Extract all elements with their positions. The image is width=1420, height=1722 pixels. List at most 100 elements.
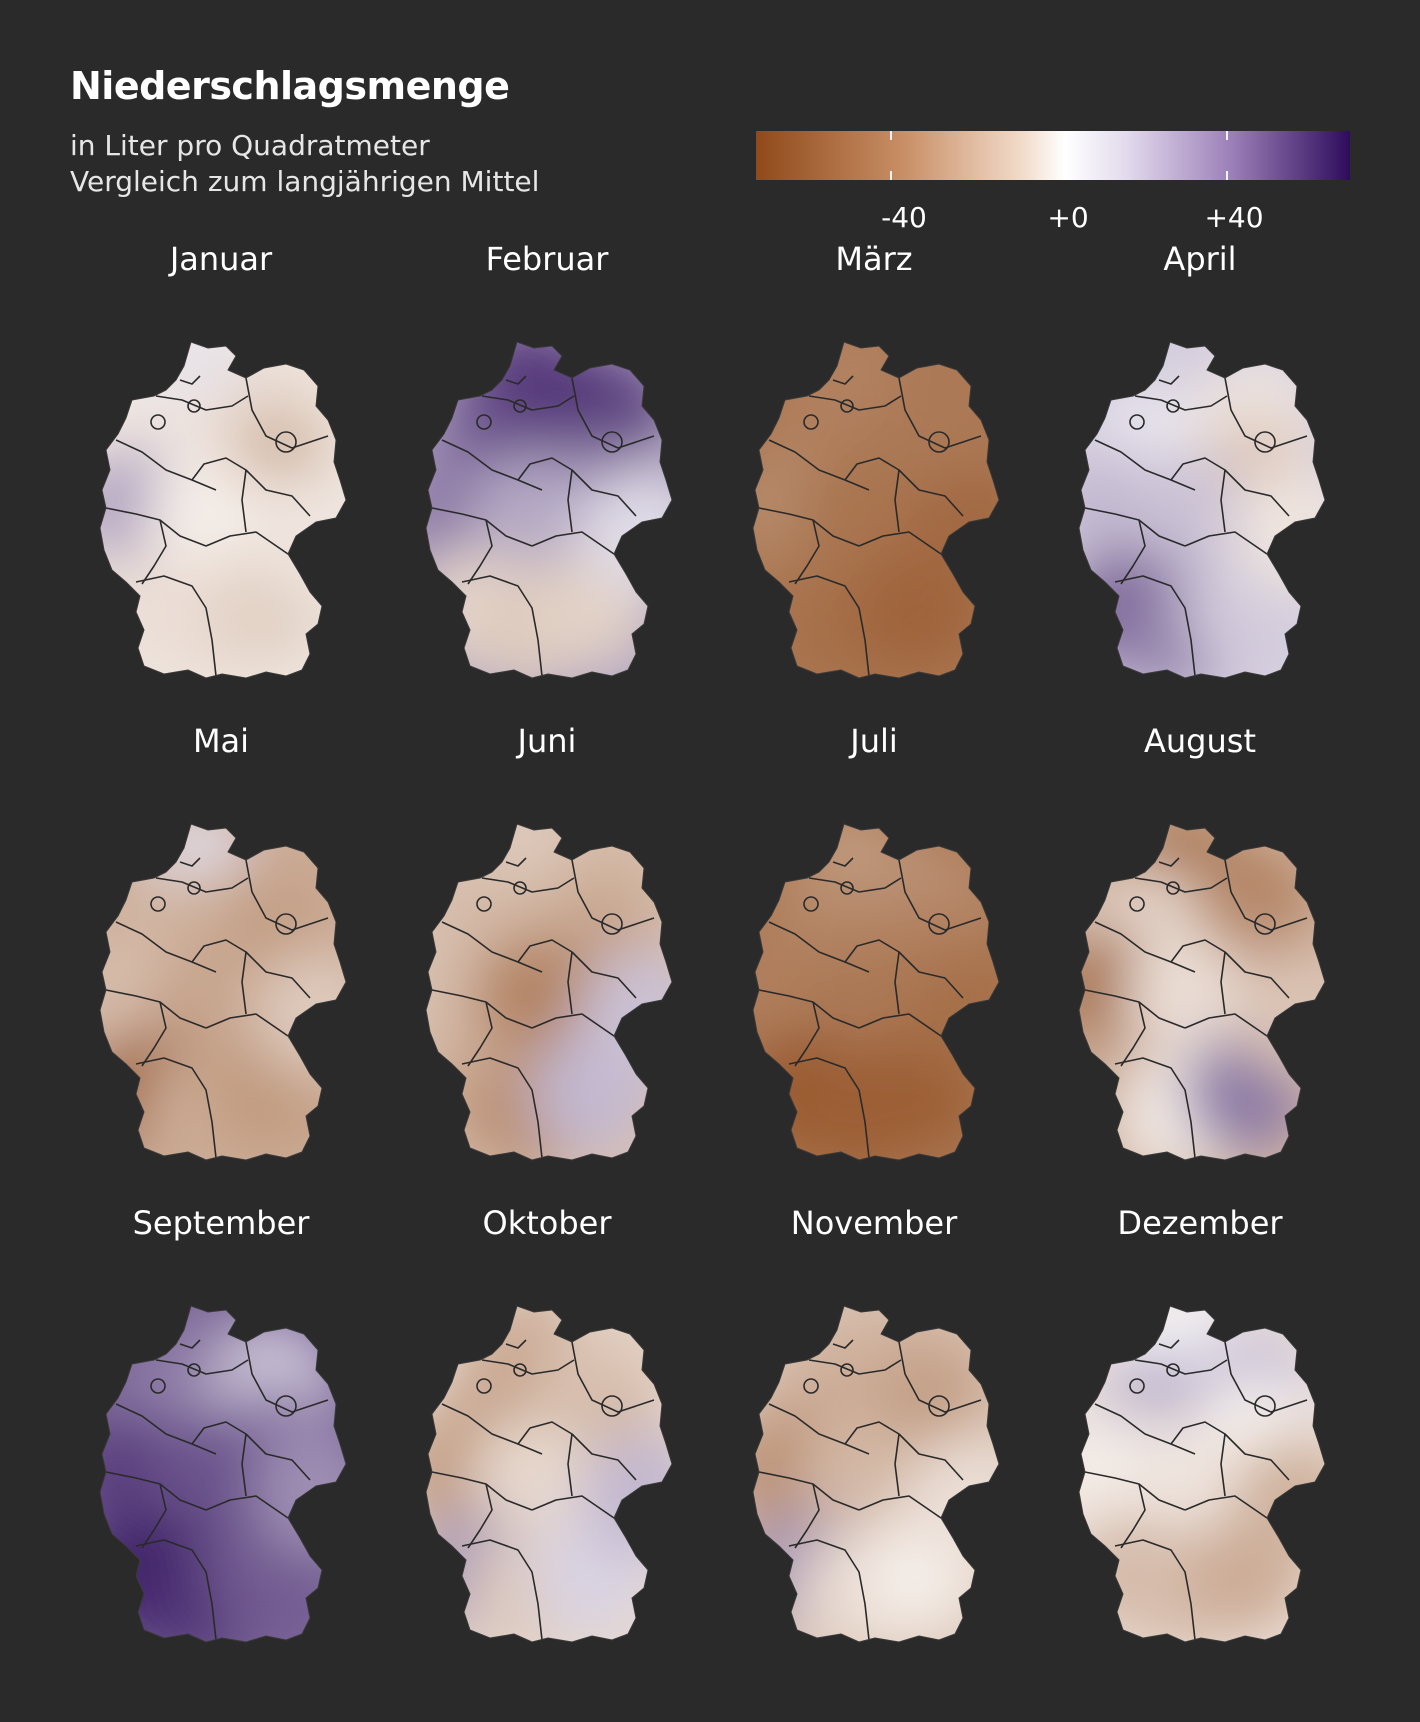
state-border (155, 395, 249, 411)
state-border (467, 519, 493, 585)
city-state-border (513, 399, 527, 413)
month-label: Februar (485, 240, 609, 278)
precipitation-map-dezember (1078, 1305, 1326, 1643)
precipitation-map-september (99, 1305, 347, 1643)
state-border (441, 439, 543, 491)
state-border (832, 857, 854, 867)
state-border (808, 877, 902, 893)
month-panel-dezember: Dezember (1037, 1204, 1363, 1686)
state-border (894, 469, 900, 533)
state-border (788, 1539, 870, 1641)
state-border (894, 951, 900, 1015)
state-border (808, 395, 902, 411)
state-border (441, 1403, 543, 1455)
state-border (567, 951, 573, 1015)
map-region-blob (470, 935, 594, 1059)
state-border (531, 1495, 615, 1519)
state-border (1220, 951, 1226, 1015)
state-border (241, 1433, 247, 1497)
state-border (467, 1001, 493, 1067)
state-border (768, 439, 870, 491)
month-panel-august: August (1037, 722, 1363, 1204)
month-label: Mai (192, 722, 250, 760)
city-state-border (513, 881, 527, 895)
map-region-blob (470, 453, 594, 577)
map-region-blob (1123, 935, 1247, 1059)
precipitation-map-juni (425, 823, 673, 1161)
state-border (179, 375, 201, 385)
state-border (205, 1495, 289, 1519)
state-border (1094, 439, 1196, 491)
state-border (461, 1539, 543, 1641)
state-border (794, 519, 820, 585)
country-outline (1078, 823, 1326, 1161)
state-border (141, 1001, 167, 1067)
state-border (1114, 575, 1196, 677)
state-border (1134, 395, 1228, 411)
state-border (1184, 1495, 1268, 1519)
city-state-border (1254, 431, 1276, 453)
month-label: April (1163, 240, 1237, 278)
country-outline (1078, 341, 1326, 679)
state-border (115, 921, 217, 973)
state-border (155, 1359, 249, 1375)
city-state-border (1129, 1378, 1145, 1394)
precipitation-map-oktober (425, 1305, 673, 1643)
city-state-border (150, 414, 166, 430)
city-state-border (476, 1378, 492, 1394)
state-border (794, 1483, 820, 1549)
city-state-border (275, 1395, 297, 1417)
country-outline (99, 341, 347, 679)
map-region-blob (797, 453, 921, 577)
map-region-blob (144, 935, 268, 1059)
state-border (531, 1013, 615, 1037)
map-region-blob (1123, 1417, 1247, 1541)
state-border (1094, 1403, 1196, 1455)
state-border (571, 859, 655, 931)
city-state-border (187, 881, 201, 895)
state-border (1114, 1057, 1196, 1159)
precipitation-map-mai (99, 823, 347, 1161)
state-border (788, 575, 870, 677)
month-label: Januar (169, 240, 273, 278)
month-panel-oktober: Oktober (384, 1204, 710, 1686)
legend-tick-top-pos40 (1226, 131, 1228, 140)
month-panel-november: November (711, 1204, 1037, 1686)
state-border (1114, 1539, 1196, 1641)
subtitle: in Liter pro Quadratmeter Vergleich zum … (70, 128, 539, 200)
city-state-border (150, 1378, 166, 1394)
city-state-border (513, 1363, 527, 1377)
city-state-border (1166, 881, 1180, 895)
state-border (461, 1057, 543, 1159)
month-panel-januar: Januar (58, 240, 384, 722)
legend-gradient-bar (756, 131, 1350, 180)
state-border (1224, 377, 1308, 449)
precipitation-map-juli (752, 823, 1000, 1161)
country-outline (752, 823, 1000, 1161)
state-border (481, 877, 575, 893)
state-border (768, 1403, 870, 1455)
precipitation-map-februar (425, 341, 673, 679)
month-label: August (1144, 722, 1256, 760)
state-border (467, 1483, 493, 1549)
city-state-border (928, 913, 950, 935)
month-panel-februar: Februar (384, 240, 710, 722)
country-outline (752, 1305, 1000, 1643)
state-border (1158, 1339, 1180, 1349)
state-border (1120, 1483, 1146, 1549)
month-panel-märz: März (711, 240, 1037, 722)
city-state-border (476, 414, 492, 430)
state-border (505, 375, 527, 385)
state-border (571, 1341, 655, 1413)
legend-label-neg40: -40 (881, 201, 927, 234)
state-border (1224, 859, 1308, 931)
state-border (1134, 877, 1228, 893)
state-border (808, 1359, 902, 1375)
state-border (832, 375, 854, 385)
state-border (179, 1339, 201, 1349)
title: Niederschlagsmenge (70, 64, 510, 108)
state-border (1220, 1433, 1226, 1497)
city-state-border (928, 431, 950, 453)
state-border (205, 531, 289, 555)
